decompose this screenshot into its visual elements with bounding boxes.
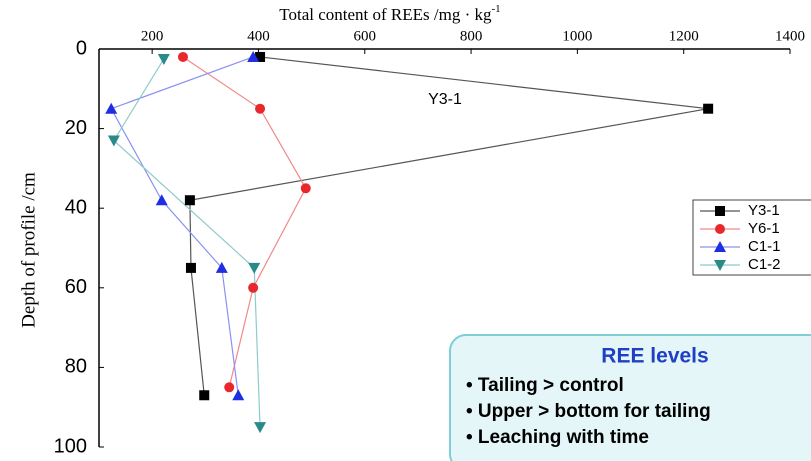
x-tick-label: 1200 xyxy=(669,28,699,44)
legend: Y3-1Y6-1C1-1C1-2 xyxy=(700,202,781,273)
series-line xyxy=(110,56,254,396)
marker xyxy=(224,382,235,393)
legend-marker xyxy=(714,241,726,252)
x-tick-label: 400 xyxy=(247,28,270,44)
x-tick-label: 1000 xyxy=(562,28,592,44)
info-title: REE levels xyxy=(601,345,708,368)
series-line xyxy=(113,58,261,428)
marker xyxy=(247,50,260,62)
marker xyxy=(248,282,259,293)
x-tick-label: 600 xyxy=(354,28,377,44)
y-tick-label: 0 xyxy=(76,37,87,59)
marker xyxy=(703,103,714,114)
marker xyxy=(255,103,266,114)
info-bullet: • Leaching with time xyxy=(466,427,649,448)
legend-marker xyxy=(715,206,725,216)
info-bullet: • Upper > bottom for tailing xyxy=(466,401,711,422)
y-tick-label: 40 xyxy=(65,196,87,218)
marker xyxy=(184,195,195,206)
marker xyxy=(107,135,120,147)
info-bullet: • Tailing > control xyxy=(466,375,624,396)
x-tick-label: 200 xyxy=(141,28,164,44)
info-box xyxy=(449,334,811,461)
marker xyxy=(177,51,188,62)
legend-box xyxy=(692,199,811,276)
legend-label: C1-2 xyxy=(748,256,781,273)
marker xyxy=(215,261,228,273)
x-axis-title: Total content of REEs /mg · kg-1 xyxy=(279,3,500,24)
series-line xyxy=(182,56,307,388)
marker xyxy=(105,102,118,114)
marker xyxy=(185,262,196,273)
legend-label: Y3-1 xyxy=(748,202,780,219)
marker xyxy=(199,390,210,401)
marker xyxy=(248,262,261,274)
marker xyxy=(232,389,245,401)
x-tick-label: 1400 xyxy=(775,28,805,44)
y-tick-label: 80 xyxy=(65,356,87,378)
legend-marker xyxy=(715,224,725,234)
legend-label: C1-1 xyxy=(748,238,781,255)
marker xyxy=(254,422,267,434)
y-tick-label: 100 xyxy=(54,435,87,457)
y-axis-title: Depth of profile /cm xyxy=(18,172,39,328)
y-tick-label: 20 xyxy=(65,117,87,139)
marker xyxy=(157,53,170,65)
legend-label: Y6-1 xyxy=(748,220,780,237)
marker xyxy=(255,51,266,62)
x-tick-label: 800 xyxy=(460,28,483,44)
marker xyxy=(155,194,168,206)
y-tick-label: 60 xyxy=(65,276,87,298)
marker xyxy=(300,183,311,194)
legend-marker xyxy=(714,260,726,271)
annotation: Y3-1 xyxy=(428,91,462,108)
plot-area: 200 400 600 800 1000 1200 1400 0 20 40 60 80 100 xyxy=(54,28,805,457)
